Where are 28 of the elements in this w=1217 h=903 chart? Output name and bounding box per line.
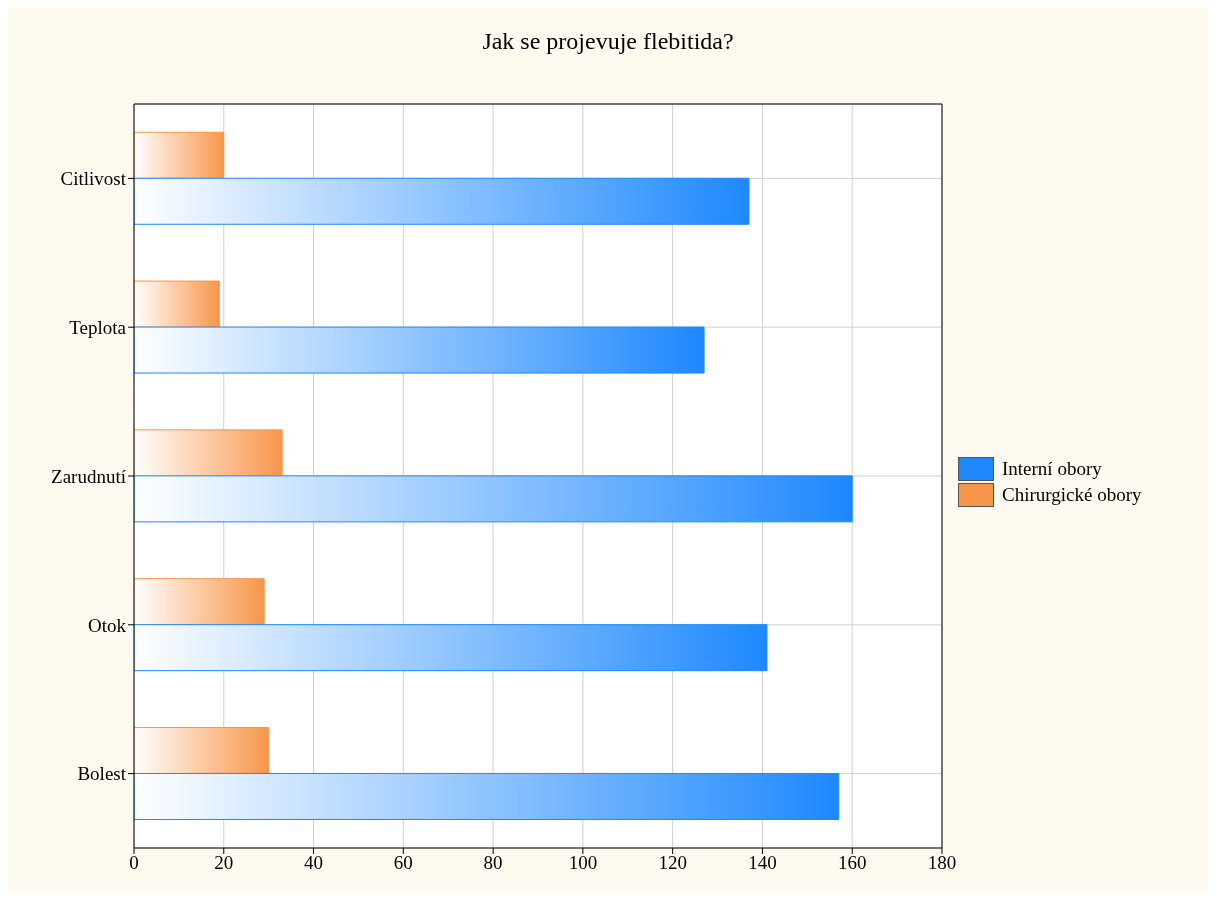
bar — [134, 131, 225, 179]
bar — [134, 177, 750, 225]
x-tick-label: 120 — [658, 852, 687, 874]
bar — [134, 326, 705, 374]
x-tick-label: 40 — [304, 852, 324, 874]
bar — [134, 578, 265, 626]
x-tick-label: 140 — [748, 852, 777, 874]
legend-label: Chirurgické obory — [1002, 484, 1142, 506]
y-tick-label: Teplota — [69, 316, 127, 338]
x-tick-label: 160 — [837, 852, 867, 874]
bar — [134, 475, 853, 523]
y-tick-label: Bolest — [77, 763, 127, 785]
x-tick-label: 180 — [927, 852, 957, 874]
bar — [134, 280, 220, 328]
x-tick-label: 80 — [483, 852, 503, 874]
x-tick-label: 20 — [214, 852, 234, 874]
x-tick-label: 100 — [568, 852, 598, 874]
legend-label: Interní obory — [1002, 458, 1102, 480]
y-tick-label: Zarudnutí — [51, 465, 127, 487]
bar — [134, 429, 283, 477]
x-tick-label: 0 — [129, 852, 139, 874]
x-tick-label: 60 — [393, 852, 413, 874]
chart-title: Jak se projevuje flebitida? — [481, 27, 735, 56]
bar — [134, 624, 768, 672]
y-tick-label: Citlivost — [60, 168, 127, 190]
y-tick-label: Otok — [88, 614, 127, 636]
bar — [134, 726, 270, 774]
bar — [134, 772, 840, 820]
